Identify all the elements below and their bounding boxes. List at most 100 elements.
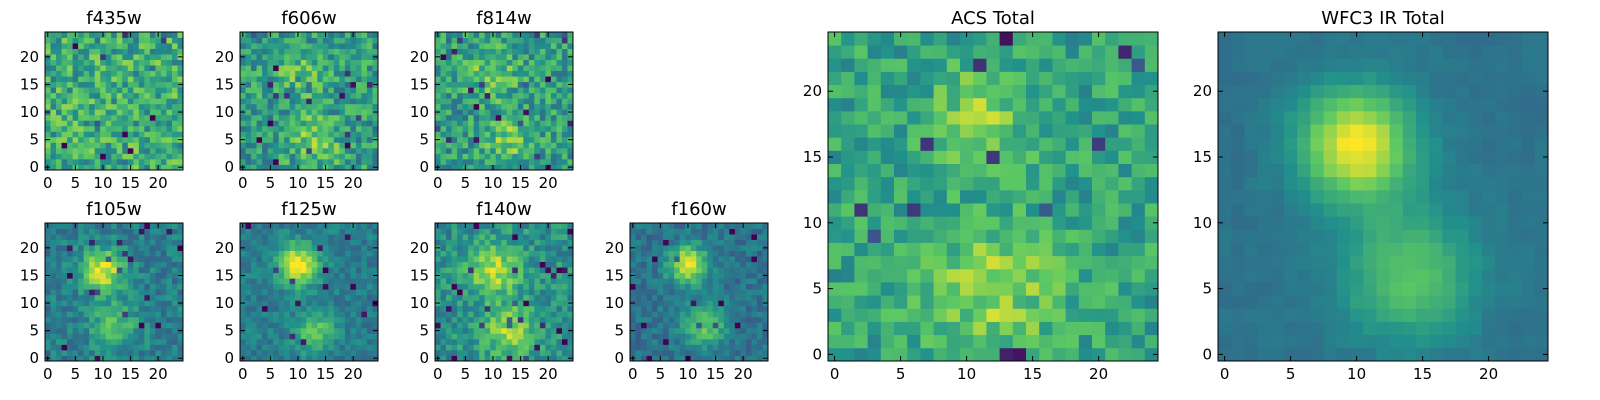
heatmap-cell (550, 349, 557, 356)
heatmap-cell (641, 245, 647, 251)
heatmap-cell (116, 54, 123, 60)
heatmap-cell (1144, 268, 1159, 283)
y-tick-label: 10 (20, 294, 39, 312)
heatmap-cell (550, 261, 557, 268)
heatmap-cell (245, 355, 252, 362)
heatmap-cell (267, 349, 274, 356)
heatmap-cell (762, 311, 769, 318)
heatmap-cell (355, 338, 362, 345)
heatmap-cell (333, 261, 340, 268)
heatmap-cell (295, 228, 302, 235)
heatmap-cell (284, 70, 291, 77)
heatmap-cell (457, 153, 463, 160)
heatmap-cell (756, 333, 763, 340)
heatmap-cell (111, 294, 118, 301)
heatmap-cell (490, 81, 497, 88)
heatmap-cell (105, 98, 112, 105)
heatmap-cell (457, 59, 463, 66)
heatmap-cell (1052, 229, 1066, 243)
heatmap-cell (273, 37, 280, 44)
heatmap-cell (685, 344, 692, 351)
heatmap-cell (674, 256, 681, 263)
heatmap-cell (462, 87, 469, 94)
heatmap-cell (355, 37, 362, 44)
heatmap-cell (245, 267, 252, 274)
heatmap-cell (561, 338, 568, 345)
heatmap-cell (435, 76, 441, 83)
heatmap-cell (479, 120, 486, 127)
heatmap-cell (630, 234, 636, 240)
heatmap-cell (690, 322, 697, 329)
heatmap-cell (561, 158, 568, 165)
heatmap-cell (333, 81, 340, 88)
heatmap-cell (295, 311, 302, 318)
heatmap-cell (451, 70, 458, 77)
heatmap-cell (155, 250, 162, 257)
heatmap-cell (635, 294, 642, 301)
heatmap-cell (468, 65, 475, 72)
heatmap-cell (61, 272, 68, 279)
heatmap-cell (149, 59, 156, 66)
heatmap-cell (479, 267, 486, 274)
heatmap-cell (729, 300, 736, 307)
heatmap-cell (729, 316, 736, 323)
heatmap-cell (545, 250, 552, 257)
heatmap-cell (339, 300, 346, 307)
heatmap-cell (372, 70, 379, 77)
heatmap-cell (685, 261, 692, 268)
heatmap-cell (512, 158, 519, 165)
heatmap-cell (663, 344, 670, 351)
heatmap-cell (295, 327, 302, 334)
heatmap-cell (723, 245, 730, 251)
heatmap-cell (501, 344, 508, 351)
heatmap-cell (56, 65, 62, 72)
heatmap-cell (111, 344, 118, 351)
y-tick-label: 10 (20, 103, 39, 121)
heatmap-cell (920, 150, 934, 164)
heatmap-cell (372, 338, 379, 345)
heatmap-cell (462, 142, 469, 149)
heatmap-cell (561, 65, 568, 72)
heatmap-cell (468, 344, 475, 351)
heatmap-cell (517, 333, 524, 340)
heatmap-cell (756, 338, 763, 345)
heatmap-cell (111, 32, 118, 38)
heatmap-cell (506, 278, 513, 285)
heatmap-cell (701, 272, 708, 279)
heatmap-cell (344, 267, 351, 274)
heatmap-cell (361, 327, 368, 334)
heatmap-cell (160, 32, 167, 38)
heatmap-cell (100, 300, 107, 307)
heatmap-cell (160, 245, 167, 251)
heatmap-cell (111, 125, 118, 132)
heatmap-cell (756, 261, 763, 268)
heatmap-cell (484, 338, 491, 345)
heatmap-cell (273, 278, 280, 285)
heatmap-cell (105, 327, 112, 334)
heatmap-cell (512, 164, 519, 171)
x-tick-label: 0 (43, 365, 53, 383)
heatmap-cell (473, 48, 480, 55)
heatmap-cell (663, 250, 670, 257)
heatmap-cell (484, 333, 491, 340)
heatmap-cell (366, 142, 373, 149)
heatmap-cell (734, 245, 741, 251)
heatmap-cell (339, 261, 346, 268)
heatmap-cell (561, 147, 568, 154)
heatmap-cell (289, 344, 296, 351)
heatmap-cell (973, 176, 987, 191)
heatmap-cell (56, 125, 62, 132)
heatmap-cell (729, 355, 736, 362)
heatmap-cell (100, 158, 107, 165)
heatmap-cell (506, 131, 513, 138)
heatmap-cell (999, 268, 1014, 283)
heatmap-cell (490, 234, 497, 240)
heatmap-cell (177, 92, 184, 99)
heatmap-cell (317, 256, 324, 263)
heatmap-cell (149, 250, 156, 257)
heatmap-cell (289, 87, 296, 94)
heatmap-cell (652, 256, 658, 263)
heatmap-cell (251, 98, 257, 105)
heatmap-cell (539, 87, 546, 94)
heatmap-cell (245, 153, 252, 160)
